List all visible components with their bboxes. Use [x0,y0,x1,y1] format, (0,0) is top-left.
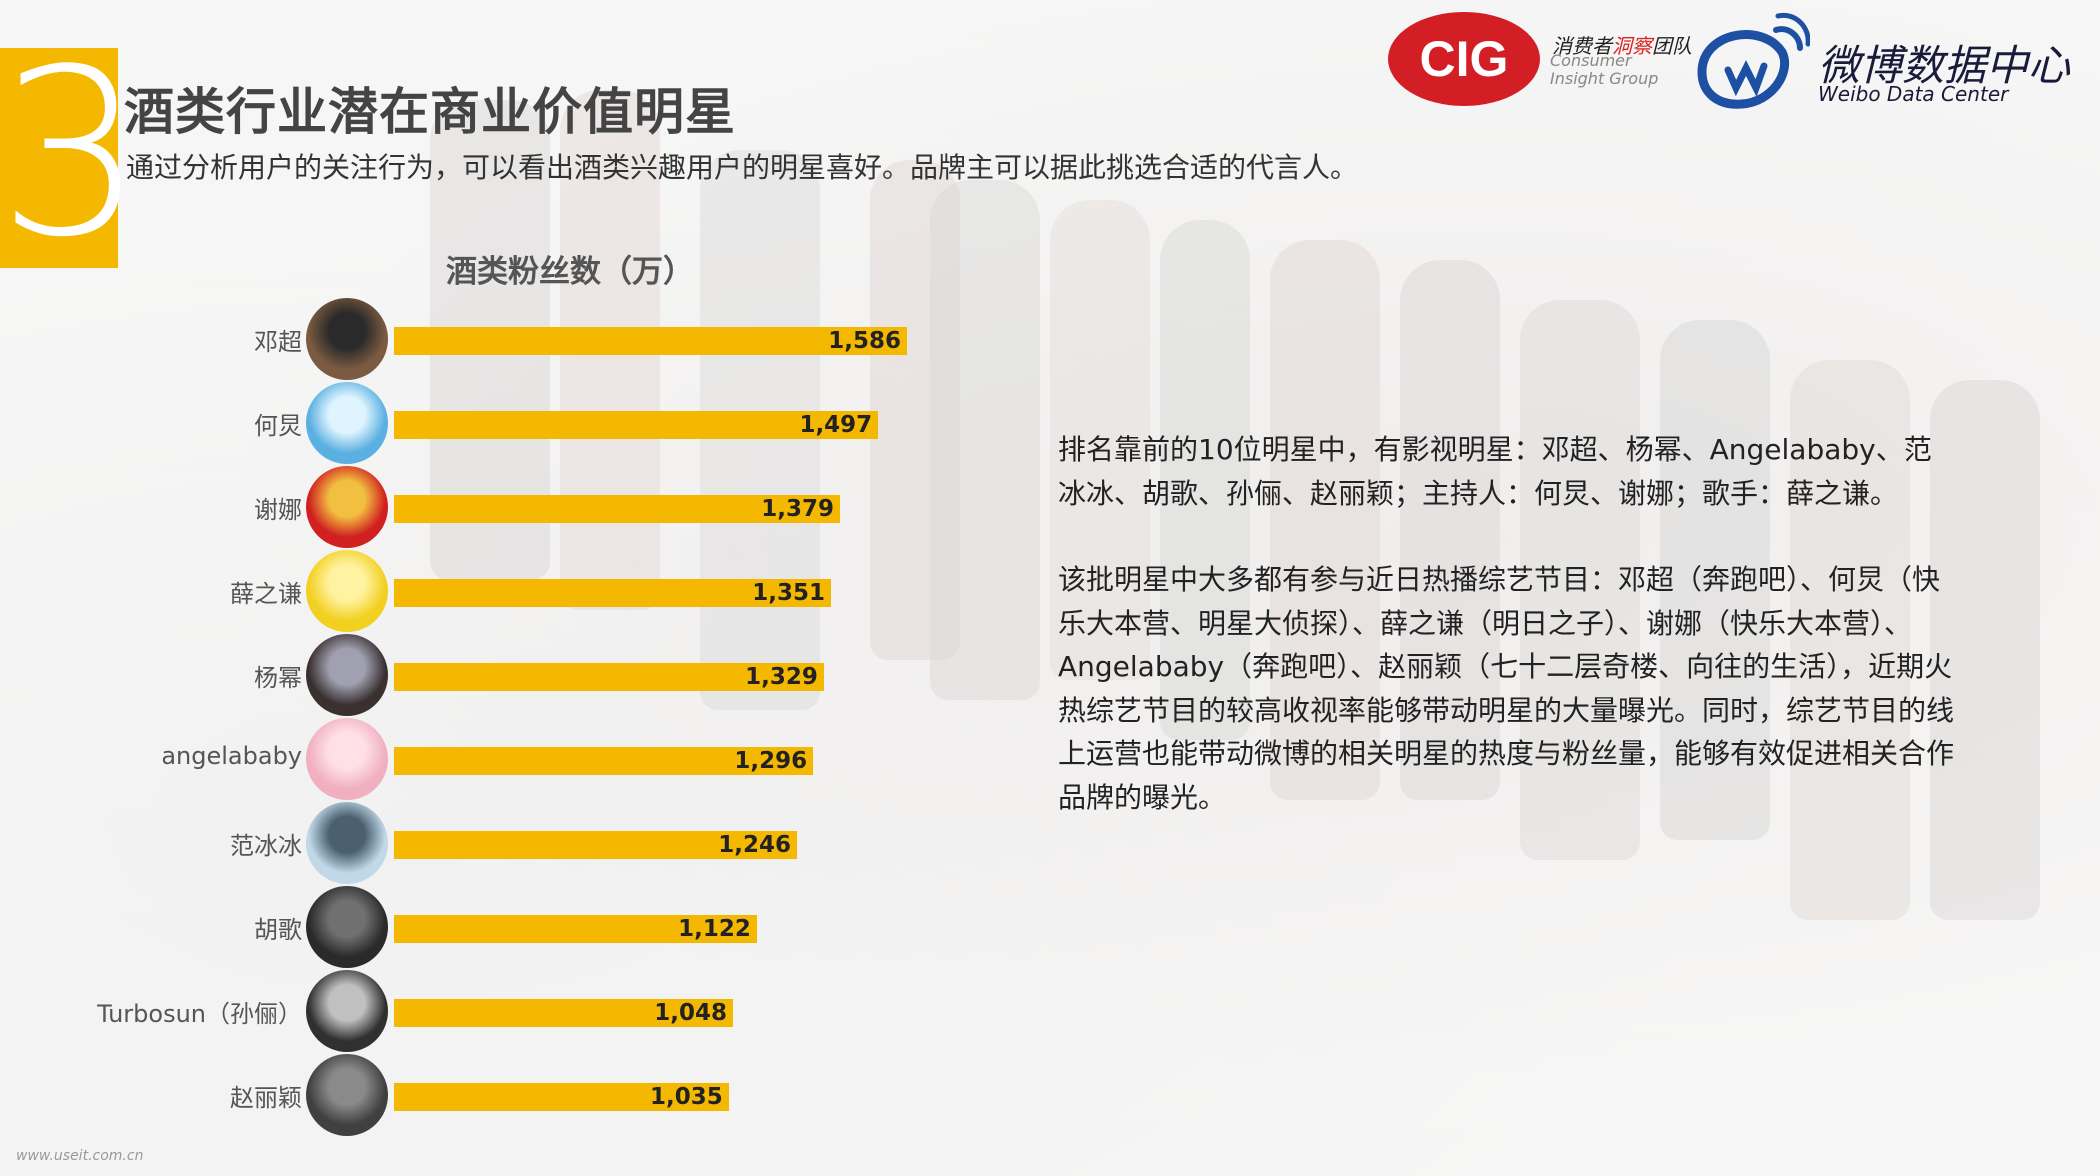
bar: 1,296 [394,747,814,775]
avatar [306,550,388,632]
data-label: 1,586 [828,328,901,354]
page-title: 酒类行业潜在商业价值明星 [124,83,736,141]
cig-label-en: Consumer Insight Group [1550,51,1659,88]
avatar [306,802,388,884]
category-label: 胡歌 [254,916,302,944]
chart-title: 酒类粉丝数（万） [446,254,694,290]
avatar [306,886,388,968]
bar: 1,122 [394,915,757,943]
cig-cn-c: 团队 [1652,34,1692,58]
chart-row: 胡歌 1,122 [0,886,1000,970]
bar: 1,379 [394,495,841,523]
chart-row: Turbosun（孙俪） 1,048 [0,970,1000,1054]
avatar [306,466,388,548]
chart-row: angelababy 1,296 [0,718,1000,802]
data-label: 1,379 [761,496,835,522]
description: 排名靠前的10位明星中，有影视明星：邓超、杨幂、Angelababy、范冰冰、胡… [1058,428,1958,862]
data-label: 1,122 [678,916,751,942]
bar: 1,035 [394,1083,729,1111]
avatar [306,1054,388,1136]
data-label: 1,351 [752,580,825,606]
chart-row: 杨幂 1,329 [0,634,1000,718]
category-label: 何炅 [254,412,302,440]
data-label: 1,246 [718,832,792,858]
avatar [306,382,388,464]
bar: 1,048 [394,999,733,1027]
chart-row: 薛之谦 1,351 [0,550,1000,634]
data-label: 1,035 [650,1084,723,1110]
bar: 1,246 [394,831,798,859]
data-label: 1,329 [745,664,818,690]
data-label: 1,497 [799,412,873,438]
cig-cn-a: 消费者 [1552,34,1612,58]
cig-logo-text: CIG [1420,31,1509,87]
cig-cn-b: 洞察 [1612,34,1652,58]
bar: 1,586 [394,327,907,355]
data-label: 1,296 [734,748,808,774]
chart-row: 何炅 1,497 [0,382,1000,466]
section-number: 3 [0,21,145,288]
chart-row: 赵丽颖 1,035 [0,1054,1000,1138]
bar: 1,351 [394,579,831,607]
cig-logo: CIG [1388,12,1540,106]
bar: 1,497 [394,411,879,439]
category-label: Turbosun（孙俪） [97,1000,302,1028]
description-paragraph-1: 排名靠前的10位明星中，有影视明星：邓超、杨幂、Angelababy、范冰冰、胡… [1058,433,1932,510]
page-subtitle: 通过分析用户的关注行为，可以看出酒类兴趣用户的明星喜好。品牌主可以据此挑选合适的… [126,151,1359,184]
chart-row: 邓超 1,586 [0,298,1000,382]
description-paragraph-2: 该批明星中大多都有参与近日热播综艺节目：邓超（奔跑吧）、何炅（快乐大本营、明星大… [1058,563,1955,814]
watermark: www.useit.com.cn [16,1148,144,1164]
avatar [306,634,388,716]
category-label: angelababy [161,742,302,770]
avatar [306,718,388,800]
category-label: 杨幂 [254,664,302,692]
avatar [306,970,388,1052]
section-number-block [0,48,118,268]
weibo-data-center-en: Weibo Data Center [1818,82,2009,106]
weibo-data-center-cn: 微博数据中心 [1818,41,2071,90]
category-label: 谢娜 [254,496,302,524]
weibo-data-logo [1697,12,1810,109]
category-label: 邓超 [254,328,302,356]
data-label: 1,048 [654,1000,727,1026]
chart-row: 谢娜 1,379 [0,466,1000,550]
avatar [306,298,388,380]
category-label: 范冰冰 [230,832,302,860]
cig-label-cn: 消费者洞察团队 [1552,30,1692,59]
category-label: 赵丽颖 [230,1084,302,1112]
category-label: 薛之谦 [230,580,302,608]
bar: 1,329 [394,663,824,691]
chart-row: 范冰冰 1,246 [0,802,1000,886]
